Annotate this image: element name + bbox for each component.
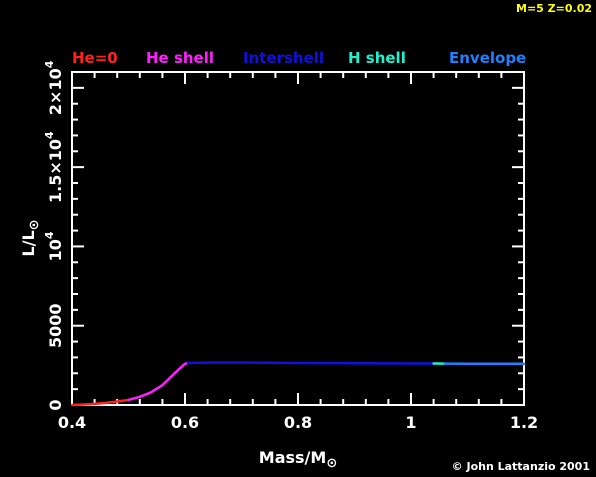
- x-tick-label: 1: [405, 413, 416, 432]
- y-tick-label-main: 5000: [46, 303, 65, 348]
- x-axis: 0.4 0.6 0.8 1 1.2: [58, 72, 538, 432]
- series-line: [186, 361, 435, 365]
- legend-label: He shell: [146, 49, 214, 67]
- legend-label: Intershell: [243, 49, 324, 67]
- y-tick-label: 0: [46, 399, 65, 410]
- y-tick-label-exponent: 4: [43, 60, 56, 68]
- y-tick-label-main: 0: [46, 399, 65, 410]
- y-tick-label-exponent: 4: [43, 231, 56, 239]
- legend: He=0 He shell Intershell H shell Envelope: [72, 49, 526, 67]
- x-axis-title-main: Mass/M: [259, 448, 327, 467]
- series-line: [70, 398, 130, 407]
- x-tick-label: 0.8: [284, 413, 312, 432]
- y-tick-label: 2×104: [43, 60, 65, 115]
- credit-label: © John Lattanzio 2001: [452, 460, 590, 473]
- series-line: [127, 361, 190, 402]
- y-axis-title-sub: ⊙: [27, 219, 42, 230]
- legend-label: Envelope: [449, 49, 526, 67]
- y-tick-label: 104: [43, 231, 65, 261]
- series-lines: [70, 361, 526, 407]
- y-tick-label-main: 2×10: [46, 68, 65, 115]
- y-tick-label-main: 1.5×10: [46, 139, 65, 203]
- y-tick-label-main: 10: [46, 239, 65, 261]
- x-axis-title-sub: ⊙: [326, 456, 337, 471]
- legend-label: He=0: [72, 49, 118, 67]
- y-tick-label-exponent: 4: [43, 131, 56, 139]
- x-tick-label: 0.6: [171, 413, 199, 432]
- y-tick-label: 5000: [46, 303, 65, 348]
- x-tick-label: 1.2: [510, 413, 538, 432]
- legend-label: H shell: [348, 49, 406, 67]
- plot-frame: [71, 71, 525, 406]
- y-axis-title-main: L/L: [19, 230, 38, 256]
- x-tick-label: 0.4: [58, 413, 86, 432]
- y-axis-title: L/L⊙: [19, 219, 42, 256]
- model-label: M=5 Z=0.02: [516, 2, 592, 15]
- x-axis-title: Mass/M⊙: [259, 448, 337, 471]
- y-tick-label: 1.5×104: [43, 131, 65, 203]
